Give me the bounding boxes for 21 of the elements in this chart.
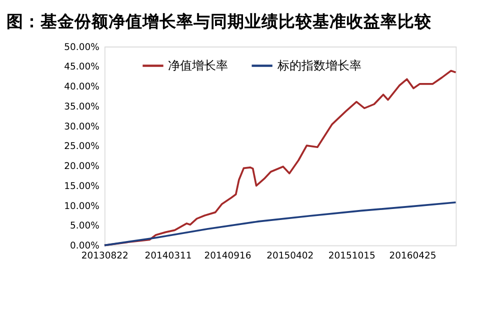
y-tick-label: 20.00%	[64, 161, 100, 172]
x-tick-label: 20130822	[81, 250, 128, 262]
x-tick-label: 20160425	[389, 250, 436, 262]
y-tick-label: 50.00%	[64, 42, 100, 53]
y-tick-label: 0.00%	[70, 240, 100, 252]
x-tick-label: 20151015	[328, 250, 376, 262]
y-tick-label: 10.00%	[64, 200, 100, 212]
x-tick-label: 20140916	[204, 250, 252, 262]
y-tick-label: 35.00%	[64, 101, 100, 112]
y-tick-label: 25.00%	[64, 141, 100, 152]
y-tick-label: 30.00%	[64, 121, 100, 132]
y-tick-label: 5.00%	[70, 220, 100, 232]
legend-label: 标的指数增长率	[276, 58, 362, 72]
y-tick-label: 45.00%	[64, 62, 100, 73]
x-tick-label: 20150402	[266, 250, 314, 262]
y-tick-label: 40.00%	[64, 82, 100, 93]
y-tick-label: 15.00%	[64, 180, 100, 192]
x-tick-label: 20140311	[144, 250, 192, 262]
legend-label: 净值增长率	[168, 58, 228, 72]
chart-title: 图：基金份额净值增长率与同期业绩比较基准收益率比较	[6, 11, 432, 32]
line-series	[104, 201, 457, 246]
